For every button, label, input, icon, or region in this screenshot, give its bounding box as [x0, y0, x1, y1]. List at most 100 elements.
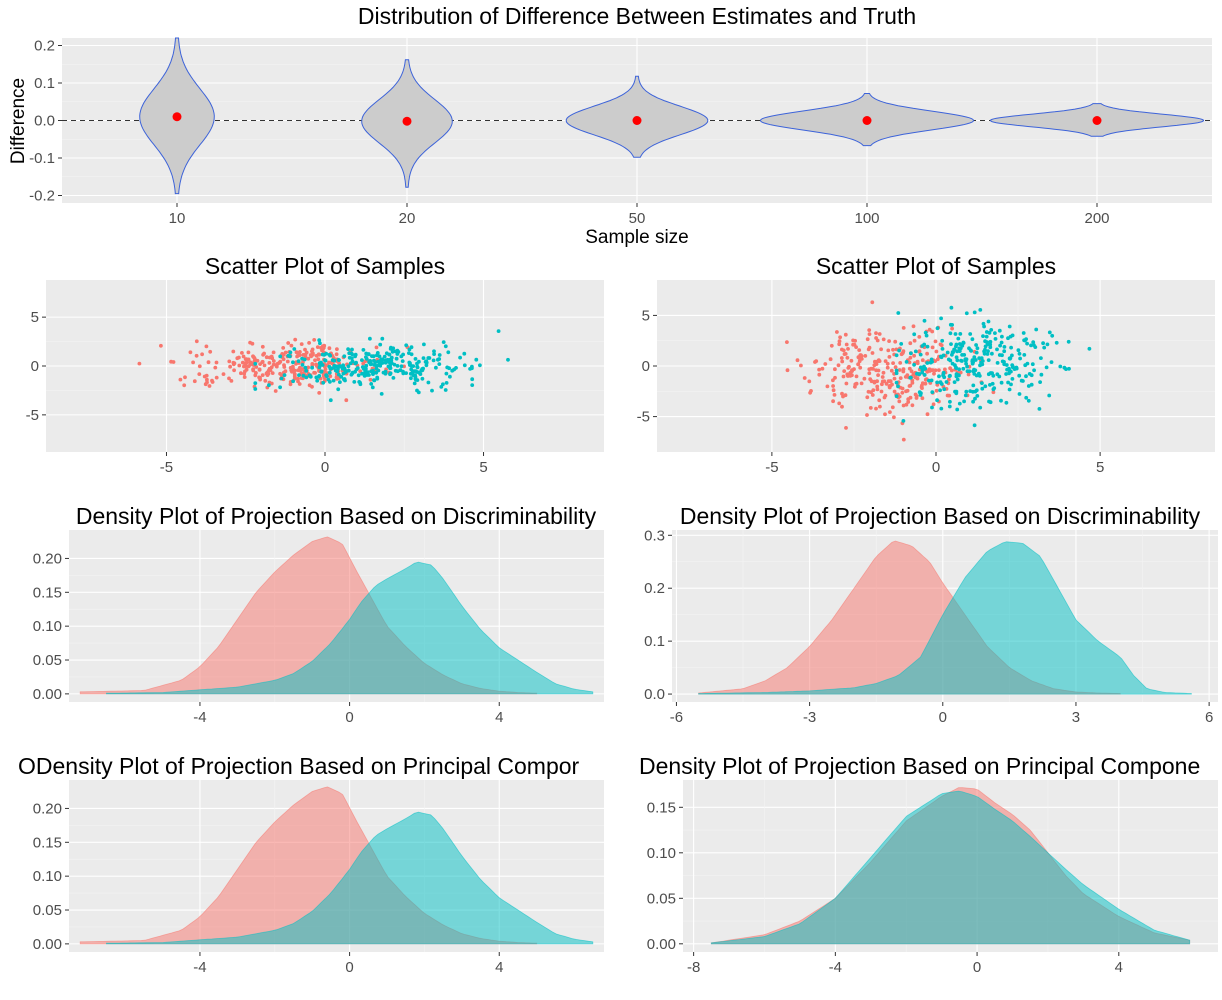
scatter-point — [409, 376, 413, 381]
scatter-point — [980, 386, 985, 391]
scatter-point — [938, 380, 943, 385]
scatter-point — [906, 400, 911, 404]
scatter-point — [983, 384, 988, 389]
scatter-point — [925, 351, 929, 356]
scatter-point — [253, 387, 258, 391]
scatter-point — [863, 354, 868, 358]
scatter-point — [360, 371, 364, 376]
scatter-point — [243, 369, 247, 374]
scatter-point — [828, 357, 833, 362]
scatter-point — [301, 353, 306, 357]
scatter-point — [331, 378, 336, 383]
scatter-point — [1047, 330, 1052, 335]
scatter-point — [986, 358, 991, 362]
scatter-point — [844, 342, 849, 347]
scatter-point — [474, 357, 479, 362]
scatter-point — [874, 362, 879, 366]
scatter-point — [271, 362, 276, 367]
scatter-point — [334, 375, 339, 380]
scatter-point — [920, 396, 925, 401]
y-tick-label: 0.10 — [33, 618, 62, 635]
scatter-point — [853, 338, 857, 343]
scatter-point — [253, 381, 258, 385]
scatter-point — [973, 368, 978, 373]
scatter-point — [962, 399, 966, 404]
scatter-point — [182, 383, 187, 388]
scatter-point — [227, 376, 231, 381]
scatter-left-points — [137, 329, 510, 403]
scatter-point — [388, 371, 393, 376]
scatter-point — [328, 398, 333, 403]
scatter-point — [415, 370, 420, 374]
scatter-point — [939, 406, 944, 411]
scatter-point — [952, 380, 957, 384]
scatter-point — [1038, 380, 1042, 384]
x-tick-label: 20 — [399, 210, 416, 227]
scatter-point — [197, 372, 202, 376]
scatter-point — [980, 359, 985, 363]
scatter-point — [905, 388, 910, 393]
scatter-point — [971, 399, 975, 404]
scatter-point — [208, 349, 213, 354]
scatter-point — [915, 359, 920, 364]
scatter-point — [379, 360, 384, 365]
scatter-point — [373, 360, 378, 365]
scatter-point — [1002, 345, 1007, 349]
density-disc-left-y-ticks: 0.00 0.05 0.10 0.15 0.20 — [33, 550, 69, 703]
scatter-point — [925, 344, 930, 349]
scatter-point — [470, 383, 475, 387]
y-tick-label: 0.20 — [33, 800, 62, 817]
scatter-point — [387, 352, 392, 357]
scatter-point — [360, 358, 364, 362]
scatter-point — [444, 371, 449, 376]
density-pc-right-x-ticks: -8 -4 0 4 — [687, 952, 1123, 976]
scatter-point — [833, 367, 837, 372]
x-tick-label: 10 — [169, 210, 186, 227]
scatter-point — [240, 351, 244, 355]
scatter-point — [242, 375, 247, 379]
scatter-point — [379, 392, 384, 396]
scatter-point — [900, 390, 905, 395]
scatter-point — [1050, 333, 1055, 338]
scatter-point — [282, 363, 286, 367]
x-tick-label: -4 — [829, 959, 842, 976]
scatter-point — [1022, 353, 1027, 357]
scatter-point — [964, 389, 969, 394]
scatter-point — [323, 358, 327, 363]
scatter-point — [999, 380, 1004, 385]
scatter-point — [1009, 345, 1013, 350]
scatter-point — [369, 369, 373, 374]
scatter-point — [194, 339, 199, 344]
scatter-point — [825, 384, 830, 389]
scatter-point — [884, 382, 889, 386]
scatter-point — [982, 349, 986, 354]
scatter-point — [420, 376, 425, 381]
scatter-point — [239, 371, 243, 376]
scatter-point — [820, 366, 825, 371]
scatter-point — [391, 346, 396, 351]
scatter-point — [271, 359, 276, 363]
scatter-point — [333, 368, 338, 373]
scatter-point — [296, 376, 300, 381]
scatter-point — [799, 363, 803, 368]
scatter-point — [1026, 384, 1031, 388]
scatter-point — [972, 355, 977, 360]
scatter-point — [1044, 365, 1049, 370]
scatter-point — [851, 342, 855, 347]
scatter-point — [938, 388, 942, 393]
scatter-point — [370, 354, 374, 358]
scatter-point — [1000, 353, 1004, 358]
x-tick-label: 6 — [1205, 709, 1213, 726]
scatter-point — [205, 377, 209, 382]
scatter-point — [839, 356, 844, 360]
mean-point — [1092, 116, 1102, 125]
scatter-point — [281, 357, 286, 362]
scatter-point — [335, 347, 339, 351]
scatter-point — [382, 354, 387, 359]
scatter-point — [470, 377, 475, 382]
scatter-point — [934, 349, 939, 354]
scatter-point — [940, 338, 945, 343]
scatter-point — [378, 342, 383, 347]
scatter-point — [943, 367, 947, 372]
scatter-point — [874, 331, 878, 335]
